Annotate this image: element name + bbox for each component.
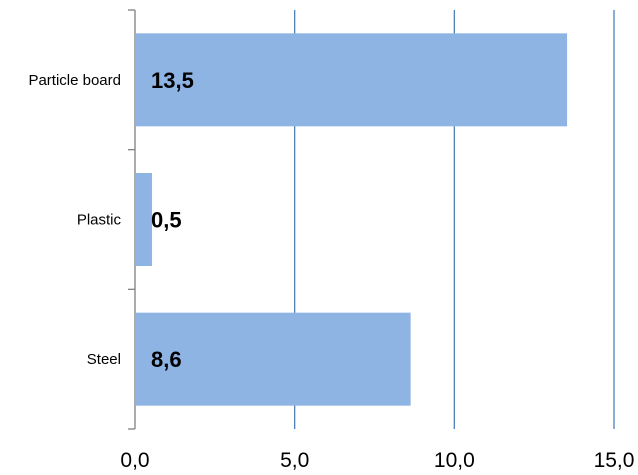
axes [128, 9, 136, 430]
bar [136, 33, 568, 127]
x-tick-label: 5,0 [280, 449, 309, 472]
bar [136, 173, 152, 266]
labels: 0,0 5,0 10,0 15,0 Particle board 13,5 Plastic 0… [28, 68, 634, 472]
x-tick-label: 10,0 [434, 449, 475, 472]
x-tick-label: 0,0 [120, 449, 149, 472]
category-label: Particle board [28, 72, 121, 89]
data-label: 8,6 [151, 347, 182, 372]
category-label: Steel [87, 351, 121, 368]
data-label: 0,5 [151, 208, 182, 233]
category-label: Plastic [77, 212, 122, 229]
bar [136, 312, 411, 406]
bars [136, 33, 568, 406]
data-label: 13,5 [151, 68, 194, 93]
x-tick-label: 15,0 [594, 449, 635, 472]
